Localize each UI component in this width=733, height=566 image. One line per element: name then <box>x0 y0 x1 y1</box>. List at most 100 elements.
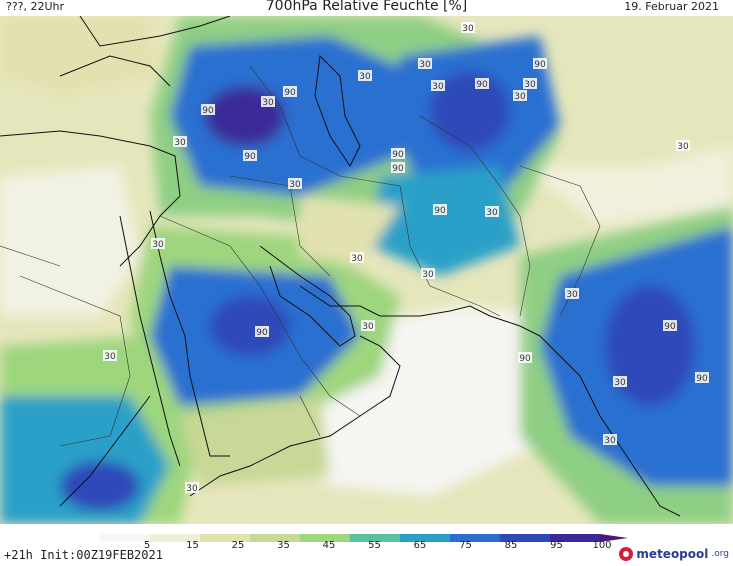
colorbar-segment <box>500 534 551 542</box>
contour-label: 90 <box>518 352 532 364</box>
contour-label: 30 <box>151 238 165 250</box>
contour-label: 90 <box>201 104 215 116</box>
contour-label: 90 <box>283 86 297 98</box>
date-label: 19. Februar 2021 <box>624 0 719 13</box>
contour-label: 30 <box>358 70 372 82</box>
contour-label: 30 <box>361 320 375 332</box>
colorbar-tick-label: 65 <box>413 540 427 551</box>
svg-text:30: 30 <box>604 436 616 446</box>
svg-text:30: 30 <box>262 98 274 108</box>
colorbar-tick-label: 85 <box>504 540 518 551</box>
svg-text:90: 90 <box>534 60 546 70</box>
contour-label: 90 <box>475 78 489 90</box>
svg-text:30: 30 <box>614 378 626 388</box>
svg-text:30: 30 <box>486 208 498 218</box>
valid-time-label: ???, 22Uhr <box>6 0 65 13</box>
contour-label: 30 <box>613 376 627 388</box>
colorbar-tick-label: 75 <box>459 540 472 551</box>
contour-label: 30 <box>350 252 364 264</box>
contour-labels: 30 30 30 30 90 30 90 30 90 30 90 90 30 90 90 30 90 30 30 30… <box>103 22 709 494</box>
colorbar-tick-label: 95 <box>550 540 563 551</box>
contour-label: 30 <box>565 288 579 300</box>
header: ???, 22Uhr 700hPa Relative Feuchte [%] 1… <box>0 0 733 18</box>
meteopool-logo-icon <box>619 547 634 561</box>
coastlines <box>0 16 681 517</box>
svg-text:30: 30 <box>351 254 363 264</box>
colorbar-gradient <box>100 534 628 542</box>
colorbar <box>100 528 630 542</box>
svg-text:30: 30 <box>289 180 301 190</box>
colorbar-tick-label: 55 <box>368 540 381 551</box>
contour-label: 30 <box>485 206 499 218</box>
contour-label: 90 <box>391 162 405 174</box>
contour-label: 30 <box>421 268 435 280</box>
svg-text:90: 90 <box>664 322 676 332</box>
contour-label: 90 <box>243 150 257 162</box>
meteopool-logo[interactable]: meteopool .org <box>619 547 729 561</box>
brand-name: meteopool <box>636 547 709 561</box>
colorbar-segment <box>550 534 601 542</box>
svg-text:90: 90 <box>696 374 708 384</box>
contour-label: 30 <box>173 136 187 148</box>
svg-text:30: 30 <box>422 270 434 280</box>
svg-text:90: 90 <box>519 354 531 364</box>
svg-text:90: 90 <box>202 106 214 116</box>
svg-text:30: 30 <box>362 322 374 332</box>
brand-tld: .org <box>711 549 729 559</box>
svg-text:30: 30 <box>186 484 198 494</box>
contour-label: 30 <box>261 96 275 108</box>
contour-label: 90 <box>433 204 447 216</box>
colorbar-tick-label: 5 <box>143 540 151 551</box>
colorbar-segment <box>100 534 151 542</box>
colorbar-segment <box>450 534 501 542</box>
contour-label: 30 <box>185 482 199 494</box>
humidity-map: 30 30 30 30 90 30 90 30 90 30 90 90 30 90 90 30 90 30 30 30… <box>0 16 733 524</box>
colorbar-arrow <box>600 534 628 542</box>
svg-text:90: 90 <box>244 152 256 162</box>
colorbar-segment <box>300 534 351 542</box>
colorbar-segment <box>400 534 451 542</box>
svg-text:30: 30 <box>104 352 116 362</box>
svg-text:90: 90 <box>476 80 488 90</box>
contour-label: 90 <box>255 326 269 338</box>
colorbar-tick-label: 15 <box>186 540 199 551</box>
contour-label: 30 <box>418 58 432 70</box>
contour-label: 30 <box>523 78 537 90</box>
svg-text:30: 30 <box>432 82 444 92</box>
svg-text:90: 90 <box>284 88 296 98</box>
colorbar-segment <box>150 534 201 542</box>
svg-text:30: 30 <box>524 80 536 90</box>
colorbar-segment <box>200 534 251 542</box>
contour-label: 90 <box>663 320 677 332</box>
contour-label: 90 <box>533 58 547 70</box>
contour-label: 30 <box>603 434 617 446</box>
svg-text:90: 90 <box>434 206 446 216</box>
colorbar-tick-label: 35 <box>277 540 290 551</box>
svg-text:90: 90 <box>392 150 404 160</box>
svg-text:30: 30 <box>152 240 164 250</box>
contour-label: 30 <box>288 178 302 190</box>
svg-text:90: 90 <box>392 164 404 174</box>
svg-text:30: 30 <box>419 60 431 70</box>
svg-text:30: 30 <box>566 290 578 300</box>
svg-text:90: 90 <box>256 328 268 338</box>
init-time-label: +21h Init:00Z19FEB2021 <box>4 548 163 562</box>
contour-label: 90 <box>391 148 405 160</box>
map-title: 700hPa Relative Feuchte [%] <box>265 0 468 14</box>
colorbar-tick-label: 25 <box>231 540 245 551</box>
colorbar-tick-label: 45 <box>322 540 336 551</box>
colorbar-segment <box>350 534 401 542</box>
contour-label: 30 <box>676 140 690 152</box>
contour-label: 30 <box>513 90 527 102</box>
svg-text:30: 30 <box>174 138 186 148</box>
svg-text:30: 30 <box>677 142 689 152</box>
colorbar-segment <box>250 534 301 542</box>
colorbar-tick-label: 100 <box>592 540 612 551</box>
contour-label: 30 <box>431 80 445 92</box>
contour-label: 30 <box>461 22 475 34</box>
contour-label: 90 <box>695 372 709 384</box>
svg-text:30: 30 <box>462 24 474 34</box>
svg-text:30: 30 <box>514 92 526 102</box>
svg-text:30: 30 <box>359 72 371 82</box>
contour-label: 30 <box>103 350 117 362</box>
